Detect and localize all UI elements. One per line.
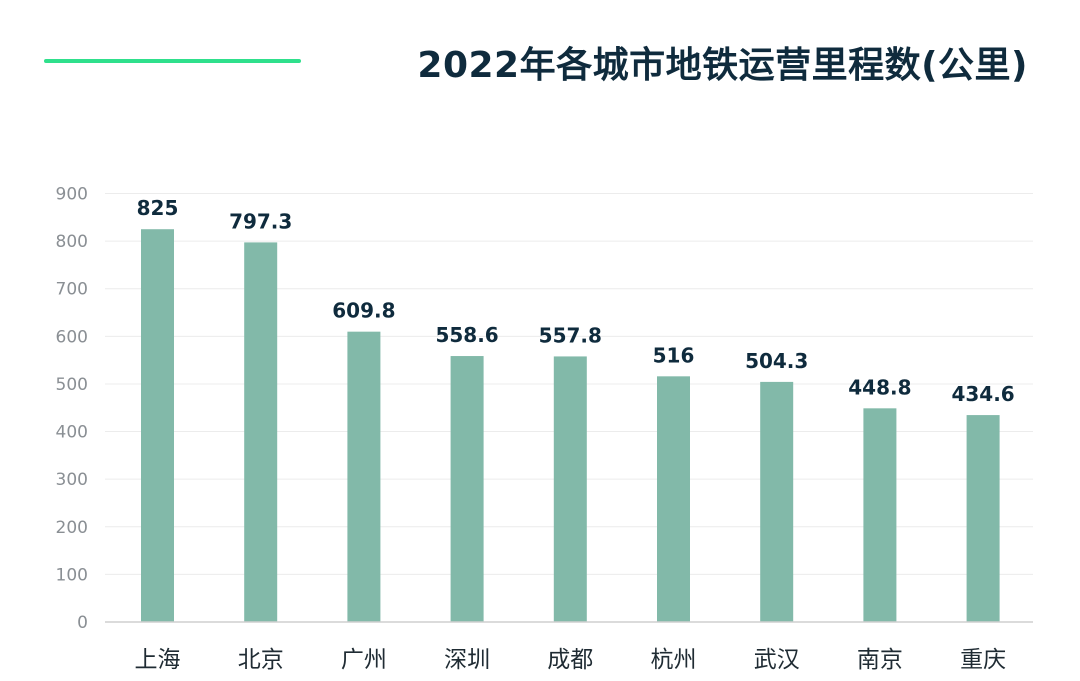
bar xyxy=(244,242,278,622)
bars xyxy=(141,229,1000,623)
x-axis-categories: 上海 北京 广州 深圳 成都 杭州 武汉 南京 重庆 xyxy=(135,647,1007,673)
x-category-label: 成都 xyxy=(547,647,593,673)
bar-value-label: 504.3 xyxy=(745,349,808,373)
y-axis-ticks: 0 100 200 300 400 500 600 700 800 900 xyxy=(56,185,88,634)
y-tick-label: 800 xyxy=(56,232,88,252)
bar xyxy=(760,381,794,622)
chart-title: 2022年各城市地铁运营里程数(公里) xyxy=(417,45,1028,86)
bar-value-label: 825 xyxy=(137,196,179,220)
bar-value-label: 557.8 xyxy=(539,323,602,347)
value-labels: 825 797.3 609.8 558.6 557.8 516 504.3 448.8 434.… xyxy=(137,196,1015,406)
y-tick-label: 0 xyxy=(77,613,88,633)
x-category-label: 广州 xyxy=(341,647,387,673)
y-tick-label: 700 xyxy=(56,280,88,300)
x-category-label: 南京 xyxy=(857,647,903,673)
bar-value-label: 434.6 xyxy=(951,382,1014,406)
x-category-label: 武汉 xyxy=(754,647,800,673)
y-tick-label: 300 xyxy=(56,470,88,490)
bar-value-label: 516 xyxy=(653,343,695,367)
y-tick-label: 400 xyxy=(56,423,88,443)
bar-value-label: 448.8 xyxy=(848,375,911,399)
x-category-label: 杭州 xyxy=(651,647,697,673)
x-category-label: 重庆 xyxy=(960,647,1006,673)
y-tick-label: 900 xyxy=(56,185,88,205)
title-accent-line xyxy=(44,59,301,63)
y-tick-label: 600 xyxy=(56,327,88,347)
bar xyxy=(141,229,174,623)
bar xyxy=(966,415,1000,622)
bar-value-label: 609.8 xyxy=(332,299,395,323)
bar xyxy=(450,356,484,622)
bar-value-label: 797.3 xyxy=(229,209,292,233)
bar xyxy=(863,408,897,622)
x-category-label: 北京 xyxy=(238,647,284,673)
bar xyxy=(657,376,690,622)
bar xyxy=(347,331,381,622)
y-tick-label: 200 xyxy=(56,518,88,538)
bar xyxy=(553,356,587,622)
bar-value-label: 558.6 xyxy=(435,323,498,347)
y-tick-label: 500 xyxy=(56,375,88,395)
y-tick-label: 100 xyxy=(56,565,88,585)
x-category-label: 深圳 xyxy=(444,647,490,673)
x-category-label: 上海 xyxy=(135,647,181,673)
